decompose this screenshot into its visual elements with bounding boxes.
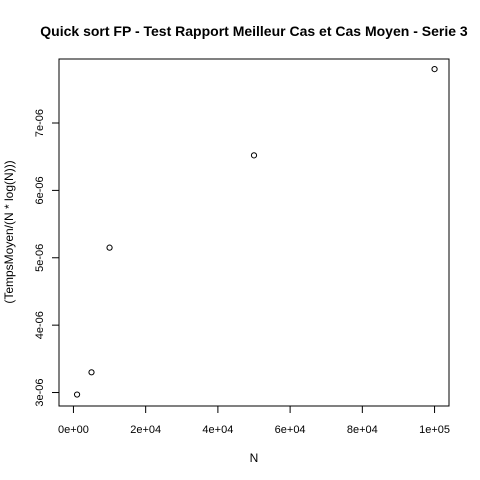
data-point (73, 391, 81, 398)
y-tick-label: 3e-06 (34, 378, 46, 406)
y-tick-label: 4e-06 (34, 311, 46, 339)
data-point (431, 66, 438, 73)
x-tick-label: 8e+04 (347, 424, 378, 436)
x-tick-label: 2e+04 (130, 424, 161, 436)
y-axis: 3e-06 4e-06 5e-06 6e-06 7e-06 (34, 109, 60, 407)
y-tick-label: 7e-06 (34, 109, 46, 137)
data-point (250, 152, 258, 159)
data-points (73, 66, 438, 398)
x-tick-label: 4e+04 (202, 424, 233, 436)
x-tick-label: 1e+05 (419, 424, 450, 436)
x-tick-label: 6e+04 (275, 424, 306, 436)
chart-title: Quick sort FP - Test Rapport Meilleur Ca… (40, 23, 468, 39)
x-axis: 0e+00 2e+04 4e+04 6e+04 8e+04 1e+05 (58, 405, 450, 436)
x-tick-label: 0e+00 (58, 424, 89, 436)
x-axis-label: N (250, 451, 259, 465)
data-point (106, 244, 113, 251)
y-tick-label: 6e-06 (34, 176, 46, 204)
y-axis-label: (TempsMoyen/(N * log(N))) (2, 160, 16, 303)
y-tick-label: 5e-06 (34, 244, 46, 272)
data-point (88, 369, 95, 376)
